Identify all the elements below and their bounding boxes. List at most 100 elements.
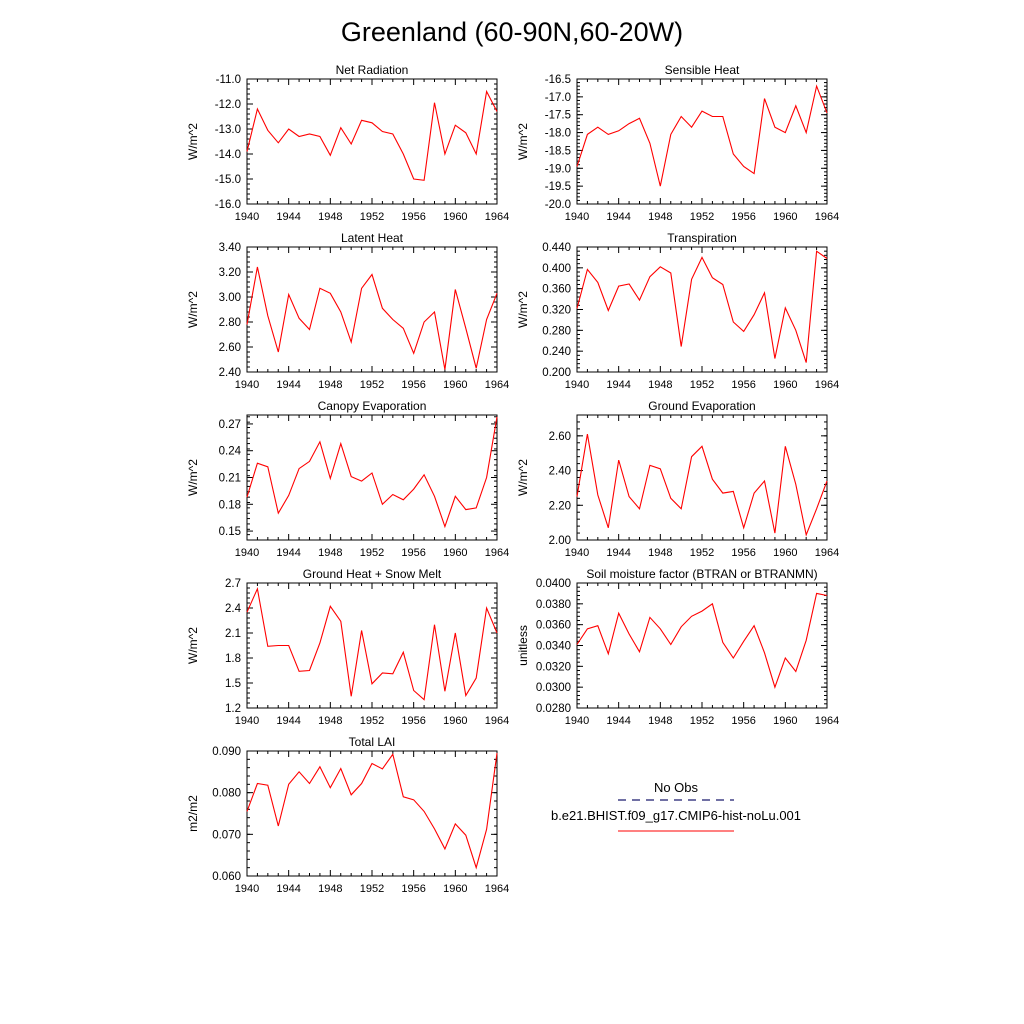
x-tick-label: 1956: [731, 715, 755, 727]
y-tick-label: 1.8: [225, 653, 241, 665]
y-tick-label: 0.240: [542, 346, 571, 358]
plot-frame: [246, 414, 498, 541]
x-tick-label: 1952: [360, 211, 384, 223]
y-tick-label: 2.1: [225, 628, 241, 640]
y-tick-label: -19.0: [545, 163, 571, 175]
y-tick-label: -14.0: [215, 149, 241, 161]
x-tick-label: 1952: [360, 883, 384, 895]
legend-model-label: b.e21.BHIST.f09_g17.CMIP6-hist-noLu.001: [551, 808, 801, 823]
y-tick-label: -16.0: [215, 199, 241, 211]
x-tick-label: 1960: [773, 211, 797, 223]
x-tick-label: 1948: [318, 547, 342, 559]
x-tick-label: 1948: [318, 379, 342, 391]
plot-frame: [246, 78, 498, 205]
x-tick-label: 1952: [690, 715, 714, 727]
chart-title: Soil moisture factor (BTRAN or BTRANMN): [586, 567, 817, 581]
y-tick-label: -18.5: [545, 145, 571, 157]
x-tick-label: 1960: [443, 379, 467, 391]
y-tick-label: -19.5: [545, 181, 571, 193]
y-tick-label: 3.20: [219, 267, 241, 279]
x-tick-label: 1952: [360, 547, 384, 559]
chart-panel-8: Soil moisture factor (BTRAN or BTRANMN) u…: [516, 567, 839, 727]
series-line: [246, 89, 498, 181]
x-tick-label: 1960: [773, 547, 797, 559]
plot-frame: [576, 78, 828, 205]
x-tick-label: 1952: [690, 547, 714, 559]
chart-title: Latent Heat: [341, 231, 404, 245]
plot-frame: [576, 246, 828, 373]
x-tick-label: 1956: [731, 211, 755, 223]
y-axis-label: W/m^2: [516, 291, 530, 328]
chart-panel-1: Net Radiation W/m^2 1940 1944 1948 1952 1956 19…: [186, 63, 509, 223]
y-tick-label: 3.40: [219, 242, 241, 254]
x-tick-label: 1952: [690, 211, 714, 223]
series-line: [246, 266, 498, 370]
x-tick-label: 1960: [443, 211, 467, 223]
plot-frame: [246, 246, 498, 373]
x-tick-label: 1964: [815, 379, 839, 391]
x-tick-label: 1940: [235, 715, 259, 727]
y-tick-label: 2.20: [549, 500, 571, 512]
chart-panel-2: Sensible Heat W/m^2 1940 1944 1948 1952 1956 19…: [516, 63, 839, 223]
x-tick-label: 1940: [565, 715, 589, 727]
y-tick-label: 0.24: [219, 446, 242, 458]
x-tick-label: 1944: [606, 211, 630, 223]
y-tick-label: -17.5: [545, 110, 571, 122]
y-tick-label: 0.400: [542, 263, 571, 275]
legend-obs-label: No Obs: [654, 780, 699, 795]
y-axis-label: W/m^2: [516, 459, 530, 496]
plot-frame: [576, 414, 828, 541]
x-tick-label: 1956: [401, 211, 425, 223]
y-tick-label: 2.7: [225, 578, 241, 590]
y-tick-label: 2.4: [225, 603, 242, 615]
x-tick-label: 1964: [815, 547, 839, 559]
chart-title: Canopy Evaporation: [318, 399, 427, 413]
x-tick-label: 1944: [276, 211, 300, 223]
y-tick-label: -12.0: [215, 99, 241, 111]
plot-frame: [246, 750, 498, 877]
y-tick-label: 3.00: [219, 292, 241, 304]
y-tick-label: 2.40: [549, 466, 571, 478]
x-tick-label: 1944: [606, 715, 630, 727]
x-tick-label: 1948: [648, 547, 672, 559]
y-axis-label: W/m^2: [186, 627, 200, 664]
y-tick-label: 0.360: [542, 284, 571, 296]
x-tick-label: 1964: [485, 211, 509, 223]
chart-title: Sensible Heat: [665, 63, 740, 77]
y-tick-label: 0.440: [542, 242, 571, 254]
y-tick-label: 0.070: [212, 829, 241, 841]
chart-panel-9: Total LAI m2/m2 1940 1944 1948 1952 1956 1960 19…: [186, 735, 509, 895]
x-tick-label: 1944: [606, 379, 630, 391]
y-axis-label: W/m^2: [186, 291, 200, 328]
chart-panel-5: Canopy Evaporation W/m^2 1940 1944 1948 1952 1…: [186, 399, 509, 559]
y-tick-label: 0.080: [212, 788, 241, 800]
chart-title: Total LAI: [349, 735, 396, 749]
y-tick-label: 0.0380: [536, 599, 571, 611]
y-axis-label: m2/m2: [186, 795, 200, 832]
x-tick-label: 1948: [318, 715, 342, 727]
chart-panel-6: Ground Evaporation W/m^2 1940 1944 1948 1952 1…: [516, 399, 839, 559]
y-tick-label: 0.0360: [536, 620, 571, 632]
chart-title: Transpiration: [667, 231, 737, 245]
x-tick-label: 1944: [276, 379, 300, 391]
x-tick-label: 1944: [276, 883, 300, 895]
y-tick-label: 2.60: [219, 342, 241, 354]
chart-panel-3: Latent Heat W/m^2 1940 1944 1948 1952 1956 1960…: [186, 231, 509, 391]
y-axis-label: W/m^2: [186, 459, 200, 496]
y-tick-label: -15.0: [215, 174, 241, 186]
series-line: [246, 753, 498, 870]
x-tick-label: 1964: [485, 883, 509, 895]
x-tick-label: 1940: [235, 883, 259, 895]
x-tick-label: 1964: [485, 547, 509, 559]
y-axis-label: W/m^2: [516, 123, 530, 160]
y-tick-label: 0.27: [219, 419, 241, 431]
y-tick-label: -11.0: [216, 74, 241, 86]
y-tick-label: 0.320: [542, 305, 571, 317]
x-tick-label: 1948: [648, 379, 672, 391]
x-tick-label: 1940: [565, 211, 589, 223]
y-tick-label: 0.0320: [536, 661, 571, 673]
y-tick-label: 0.0340: [536, 641, 571, 653]
x-tick-label: 1956: [401, 547, 425, 559]
x-tick-label: 1956: [731, 379, 755, 391]
